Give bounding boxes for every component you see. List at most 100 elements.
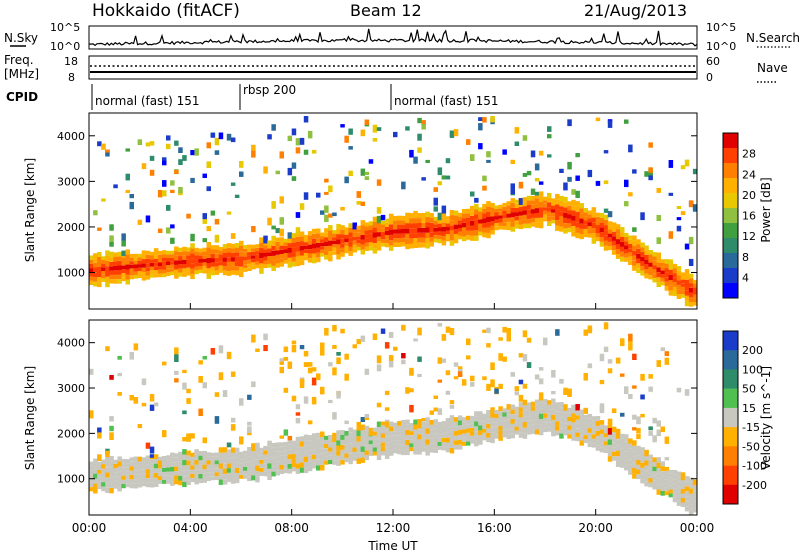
velocity-cell — [555, 416, 560, 422]
power-cell — [384, 218, 390, 223]
velocity-cell — [295, 468, 301, 474]
velocity-cell — [478, 435, 483, 440]
velocity-cell — [640, 467, 645, 474]
power-cell — [421, 227, 426, 233]
velocity-cell — [198, 376, 203, 383]
velocity-cell — [129, 479, 134, 484]
velocity-cell — [352, 442, 357, 448]
power-cell — [247, 248, 252, 253]
velocity-cell — [640, 394, 645, 400]
velocity-cell — [137, 478, 143, 484]
velocity-cell — [145, 469, 151, 474]
velocity-cell — [628, 448, 633, 454]
power-cell — [620, 256, 625, 262]
power-cell — [125, 189, 130, 193]
power-cell — [295, 236, 301, 242]
velocity-cell — [299, 457, 305, 463]
velocity-cell — [283, 441, 289, 447]
velocity-cell — [405, 439, 410, 445]
velocity-cell — [559, 417, 564, 423]
velocity-cell — [534, 399, 540, 405]
velocity-cell — [575, 428, 580, 433]
velocity-cell — [299, 441, 305, 447]
power-cell — [680, 211, 686, 216]
power-cell — [287, 167, 293, 176]
velocity-cell — [660, 485, 665, 491]
power-cell — [603, 230, 609, 236]
velocity-cell — [534, 424, 540, 430]
velocity-cell — [522, 383, 528, 389]
velocity-cell — [680, 493, 686, 498]
velocity-cell — [506, 419, 511, 425]
power-cell — [384, 239, 390, 244]
velocity-cell — [162, 430, 167, 438]
power-cell — [688, 236, 694, 245]
power-cell — [174, 274, 179, 279]
velocity-cell — [579, 435, 584, 441]
power-cell — [518, 198, 524, 205]
velocity-cell — [352, 429, 357, 434]
power-cell — [401, 224, 406, 229]
power-cell — [518, 215, 524, 221]
power-cell — [117, 279, 122, 284]
power-cell — [692, 283, 698, 288]
power-cell — [380, 235, 386, 240]
velocity-cell — [340, 444, 345, 450]
power-cell — [526, 209, 532, 215]
power-cell — [101, 267, 106, 271]
power-cell — [429, 222, 434, 228]
power-cell — [575, 211, 580, 217]
velocity-cell — [538, 419, 544, 425]
velocity-cell — [421, 421, 426, 426]
power-cell — [149, 141, 155, 146]
velocity-cell — [137, 465, 143, 470]
velocity-cell — [567, 412, 572, 417]
velocity-cell — [125, 463, 130, 468]
velocity-cell — [405, 429, 410, 435]
power-cell — [636, 268, 641, 273]
power-cell — [174, 255, 179, 261]
power-cell — [226, 257, 232, 262]
velocity-cell — [534, 429, 540, 435]
velocity-cell — [206, 472, 211, 477]
velocity-cell — [295, 417, 301, 424]
power-cell — [356, 200, 361, 205]
x-tick-label-3: 12:00 — [376, 521, 411, 535]
velocity-cell — [271, 447, 276, 453]
power-cell — [137, 267, 143, 272]
power-cell — [474, 209, 479, 215]
power-cell — [303, 249, 309, 253]
velocity-cell — [429, 443, 434, 448]
power-cell — [247, 252, 252, 256]
power-cell — [267, 217, 272, 226]
power-cell — [603, 180, 609, 185]
velocity-cell — [518, 353, 524, 358]
power-cell — [141, 250, 147, 255]
power-cell — [105, 250, 110, 256]
power-cell — [603, 150, 609, 154]
power-cell — [559, 216, 564, 222]
velocity-cell — [437, 323, 443, 327]
power-cell — [202, 262, 207, 267]
velocity-cell — [214, 472, 220, 477]
velocity-cell — [267, 457, 272, 464]
power-cell — [474, 203, 479, 210]
velocity-cell — [388, 421, 394, 427]
velocity-cell — [652, 475, 657, 481]
velocity-cell — [417, 439, 422, 445]
power-cell — [157, 190, 163, 198]
velocity-cell — [397, 444, 402, 450]
power-cell — [461, 232, 467, 237]
power-cell — [388, 234, 394, 241]
power-cell — [571, 205, 576, 211]
velocity-cell — [688, 477, 694, 483]
velocity-cell — [129, 395, 134, 401]
power-cell — [263, 253, 268, 257]
velocity-cell — [299, 467, 305, 473]
power-cell — [555, 220, 560, 226]
power-cell — [405, 228, 410, 234]
velocity-cell — [344, 448, 349, 454]
power-cell — [567, 119, 572, 127]
velocity-cell — [356, 436, 361, 442]
power-cell — [101, 271, 106, 275]
